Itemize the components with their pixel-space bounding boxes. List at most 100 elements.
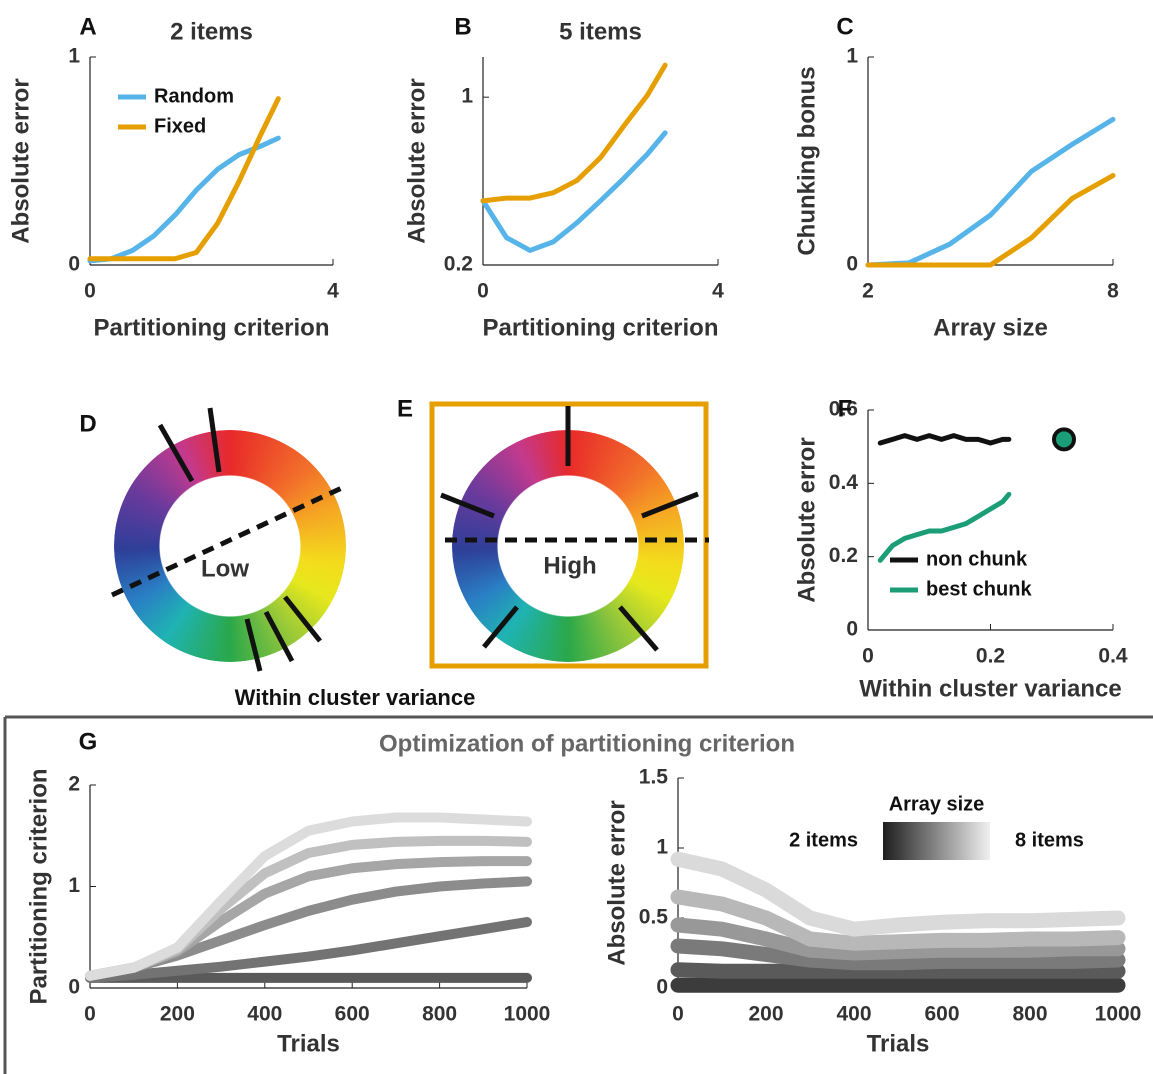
series-line: [85, 812, 532, 981]
x-tick-label: 600: [924, 1003, 959, 1026]
partition-line: [110, 483, 348, 598]
legend-label: non chunk: [926, 548, 1028, 570]
series-line: [87, 135, 281, 264]
y-tick-label: 1: [656, 836, 668, 859]
sample-line: [244, 618, 263, 672]
colorbar-max: 8 items: [1015, 829, 1084, 851]
x-tick-label: 400: [247, 1003, 282, 1026]
legend-label: Fixed: [154, 115, 206, 137]
x-tick-label: 0: [862, 645, 874, 668]
x-tick-label: 4: [712, 280, 724, 303]
x-tick-label: 0: [477, 280, 489, 303]
wheel-lines: [110, 401, 709, 672]
series-line: [480, 62, 668, 204]
x-axis-label: Partitioning criterion: [482, 314, 718, 341]
x-tick-label: 0.2: [976, 645, 1005, 668]
panel-label: E: [397, 395, 413, 422]
y-tick-label: 0: [846, 253, 858, 276]
panel-title: Optimization of partitioning criterion: [379, 730, 795, 757]
y-tick-label: 0.5: [639, 906, 669, 929]
x-tick-label: 0: [84, 1003, 96, 1026]
panel-label: B: [454, 13, 471, 40]
x-tick-label: 4: [327, 280, 339, 303]
series-line: [480, 130, 668, 253]
x-tick-label: 0: [84, 280, 96, 303]
sample-line: [482, 605, 519, 649]
y-axis-label: Absolute error: [403, 78, 430, 243]
series-line: [670, 938, 1126, 971]
x-tick-label: 800: [422, 1003, 457, 1026]
series-line: [670, 962, 1126, 979]
panel-label: A: [79, 13, 96, 40]
x-tick-label: 200: [748, 1003, 783, 1026]
series-line: [85, 917, 532, 983]
series-line: [670, 917, 1126, 961]
x-axis-label: Trials: [867, 1030, 930, 1057]
series-line: [670, 889, 1126, 951]
panel-label: G: [79, 728, 98, 755]
panel-label: F: [838, 395, 853, 422]
y-tick-label: 0.2: [829, 544, 858, 567]
sample-line: [440, 492, 495, 519]
legend-label: Random: [154, 85, 234, 107]
sample-line: [263, 610, 295, 663]
chart-title: 5 items: [559, 18, 642, 45]
y-tick-label: 0.2: [444, 253, 473, 276]
y-axis-label: Partitioning criterion: [25, 768, 52, 1004]
y-axis-label: Absolute error: [7, 78, 34, 243]
y-tick-label: 0: [656, 976, 668, 999]
sample-line: [157, 423, 195, 483]
series-line: [87, 96, 281, 262]
series-line: [877, 491, 1012, 563]
y-tick-label: 0.4: [829, 471, 859, 494]
color-wheel: [452, 430, 684, 662]
legend-label: best chunk: [926, 578, 1032, 600]
diagram-xlabel: Within cluster variance: [235, 685, 476, 710]
colorbar: [883, 822, 990, 860]
sample-line: [641, 491, 699, 519]
marker: [1052, 427, 1076, 452]
series-line: [865, 116, 1116, 268]
colorbar-title: Array size: [889, 793, 985, 815]
y-tick-label: 2: [68, 773, 80, 796]
series-line: [865, 173, 1116, 268]
x-axis-label: Array size: [933, 314, 1048, 341]
sample-line: [207, 407, 222, 473]
wheel-label: High: [543, 552, 596, 579]
x-tick-label: 200: [160, 1003, 195, 1026]
panel-label: C: [836, 13, 853, 40]
y-tick-label: 1.5: [639, 766, 669, 789]
x-tick-label: 400: [836, 1003, 871, 1026]
sample-line: [283, 595, 322, 643]
y-tick-label: 0: [846, 618, 858, 641]
x-tick-label: 600: [335, 1003, 370, 1026]
panel-label: D: [79, 410, 96, 437]
y-tick-label: 0: [68, 976, 80, 999]
series-line: [877, 433, 1012, 446]
y-tick-label: 1: [846, 45, 858, 68]
highlight-box: [429, 401, 709, 669]
x-tick-label: 0.4: [1098, 645, 1128, 668]
x-tick-label: 800: [1012, 1003, 1047, 1026]
x-axis-label: Trials: [277, 1030, 340, 1057]
x-tick-label: 0: [672, 1003, 684, 1026]
y-tick-label: 1: [68, 874, 80, 897]
chart-title: 2 items: [170, 18, 253, 45]
y-tick-label: 0: [68, 253, 80, 276]
y-tick-label: 0.6: [829, 398, 858, 421]
series-line: [670, 851, 1126, 937]
y-axis-label: Absolute error: [603, 800, 630, 965]
x-tick-label: 8: [1107, 280, 1119, 303]
wheel-label: Low: [201, 555, 249, 582]
y-tick-label: 1: [461, 85, 473, 108]
colorbar-min: 2 items: [789, 829, 858, 851]
x-axis-label: Partitioning criterion: [93, 314, 329, 341]
x-tick-label: 1000: [1095, 1003, 1142, 1026]
x-axis-label: Within cluster variance: [859, 675, 1122, 702]
x-tick-label: 1000: [504, 1003, 551, 1026]
x-tick-label: 2: [862, 280, 874, 303]
y-axis-label: Chunking bonus: [793, 66, 820, 255]
y-tick-label: 1: [68, 45, 80, 68]
